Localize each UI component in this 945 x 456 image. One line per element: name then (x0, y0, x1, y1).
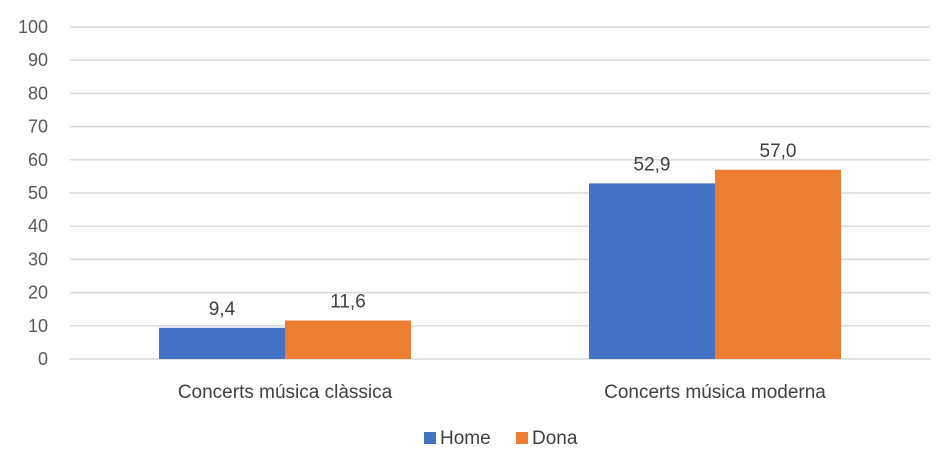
legend: Home Dona (424, 428, 578, 449)
data-label: 11,6 (330, 291, 366, 312)
x-category-label: Concerts música clàssica (178, 382, 393, 403)
y-axis-tick-labels: 0 10 20 30 40 50 60 70 80 90 100 (18, 17, 48, 369)
bars (159, 169, 841, 359)
legend-swatch-dona (516, 432, 528, 444)
bar-home-1 (159, 327, 285, 359)
data-labels: 9,4 11,6 52,9 57,0 (209, 141, 797, 320)
x-axis-category-labels: Concerts música clàssica Concerts música … (178, 382, 826, 403)
y-tick-label: 80 (28, 83, 48, 103)
y-tick-label: 90 (28, 50, 48, 70)
y-tick-label: 10 (28, 316, 48, 336)
y-tick-label: 100 (18, 17, 48, 37)
data-label: 57,0 (760, 141, 797, 162)
y-tick-label: 50 (28, 183, 48, 203)
y-tick-label: 70 (28, 117, 48, 137)
legend-swatch-home (424, 432, 436, 444)
y-tick-label: 40 (28, 216, 48, 236)
y-tick-label: 30 (28, 249, 48, 269)
y-tick-label: 20 (28, 283, 48, 303)
y-tick-label: 60 (28, 150, 48, 170)
legend-label-home: Home (440, 428, 491, 449)
legend-label-dona: Dona (532, 428, 578, 449)
gridlines (70, 26, 930, 360)
y-tick-label: 0 (38, 349, 48, 369)
bar-dona-2 (715, 169, 841, 359)
data-label: 52,9 (634, 154, 671, 175)
bar-home-2 (589, 183, 715, 359)
data-label: 9,4 (209, 299, 236, 320)
bar-dona-1 (285, 320, 411, 359)
x-category-label: Concerts música moderna (604, 382, 826, 403)
